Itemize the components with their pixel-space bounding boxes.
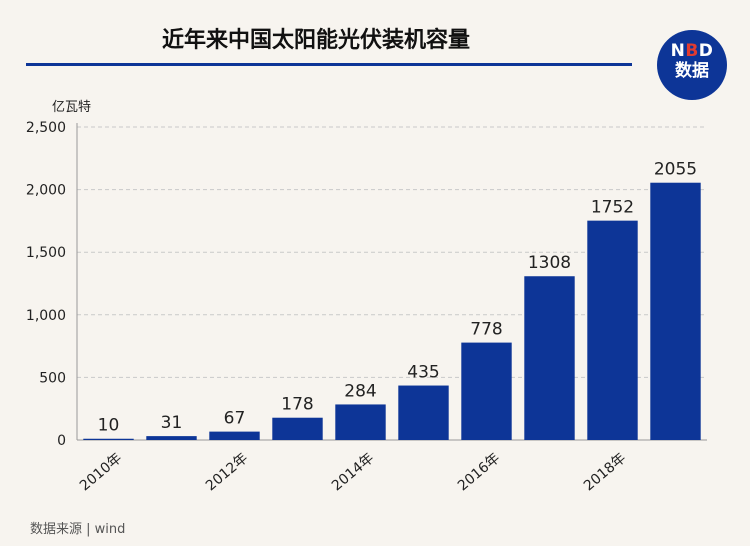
logo-wordmark: NBD	[657, 41, 727, 61]
data-label: 10	[98, 416, 120, 436]
bar	[146, 436, 197, 440]
data-source: 数据来源 | wind	[30, 522, 126, 537]
bar	[461, 342, 512, 440]
data-label: 778	[470, 320, 502, 340]
y-tick-label: 500	[39, 370, 66, 386]
bar	[587, 220, 638, 440]
chart-title: 近年来中国太阳能光伏装机容量	[161, 28, 470, 53]
bar	[272, 417, 323, 440]
bar	[650, 182, 701, 441]
data-label: 435	[407, 363, 439, 383]
y-axis-unit-label: 亿瓦特	[52, 100, 92, 115]
logo-subtitle: 数据	[675, 61, 709, 81]
logo-letter-b: B	[685, 41, 699, 61]
x-tick-label: 2010年	[77, 450, 125, 494]
x-tick-label: 2014年	[329, 450, 377, 494]
y-tick-label: 0	[57, 433, 66, 449]
data-label: 67	[224, 409, 246, 429]
logo-letter-n: N	[670, 41, 686, 61]
data-label: 1752	[591, 198, 634, 218]
y-tick-label: 2,500	[26, 120, 66, 136]
bar	[335, 404, 386, 440]
bar	[209, 431, 260, 440]
y-tick-label: 1,000	[26, 308, 66, 324]
data-label: 31	[161, 413, 183, 433]
x-tick-label: 2016年	[455, 450, 503, 494]
y-tick-label: 1,500	[26, 245, 66, 261]
title-underline	[26, 63, 632, 66]
x-tick-label: 2018年	[581, 450, 629, 494]
y-tick-label: 2,000	[26, 183, 66, 199]
data-label: 1308	[528, 253, 571, 273]
x-tick-label: 2012年	[203, 450, 251, 494]
nbd-logo: NBD 数据	[657, 30, 727, 100]
bar	[398, 385, 449, 440]
bar	[83, 438, 134, 440]
data-label: 178	[281, 395, 313, 415]
data-label: 2055	[654, 160, 697, 180]
bar	[524, 276, 575, 440]
data-label: 284	[344, 381, 376, 401]
logo-letter-d: D	[698, 41, 714, 61]
